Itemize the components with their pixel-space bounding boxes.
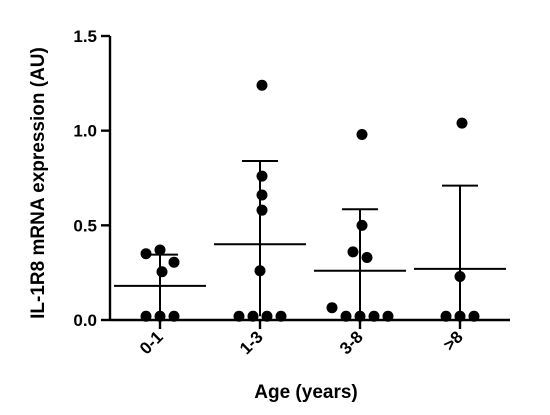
x-axis-title: Age (years) [254, 382, 358, 403]
data-point [154, 244, 166, 256]
data-point [454, 270, 466, 282]
y-tick-label: 0.0 [73, 311, 97, 330]
x-tick-label: 3-8 [336, 327, 367, 358]
data-point [168, 256, 180, 268]
plot-area: 0.0 0.5 1.0 1.5 0-1 1-3 3-8 >8 [73, 27, 510, 358]
data-point [256, 204, 268, 216]
data-point [156, 266, 168, 278]
data-point [233, 310, 245, 322]
data-point [256, 79, 268, 91]
data-point [154, 310, 166, 322]
data-point [468, 310, 480, 322]
data-point [256, 189, 268, 201]
data-point [356, 128, 368, 140]
data-point [254, 265, 266, 277]
data-point [140, 248, 152, 260]
data-point [247, 310, 259, 322]
y-tick-label: 1.5 [73, 27, 97, 46]
x-tick-label: >8 [440, 327, 467, 354]
data-point [326, 302, 338, 314]
data-point [275, 310, 287, 322]
data-point [347, 246, 359, 258]
data-point [340, 310, 352, 322]
data-point [168, 310, 180, 322]
data-point [368, 310, 380, 322]
data-point [261, 310, 273, 322]
x-tick-label: 1-3 [236, 327, 267, 358]
data-point [361, 252, 373, 264]
y-tick-label: 0.5 [73, 216, 97, 235]
data-point [456, 117, 468, 129]
y-tick-label: 1.0 [73, 122, 97, 141]
data-point [356, 219, 368, 231]
data-point [382, 310, 394, 322]
data-point [256, 170, 268, 182]
x-tick-label: 0-1 [136, 327, 167, 358]
data-point [454, 310, 466, 322]
data-point [440, 310, 452, 322]
data-point [140, 310, 152, 322]
y-axis-title: IL-1R8 mRNA expression (AU) [28, 47, 49, 319]
data-point [354, 310, 366, 322]
